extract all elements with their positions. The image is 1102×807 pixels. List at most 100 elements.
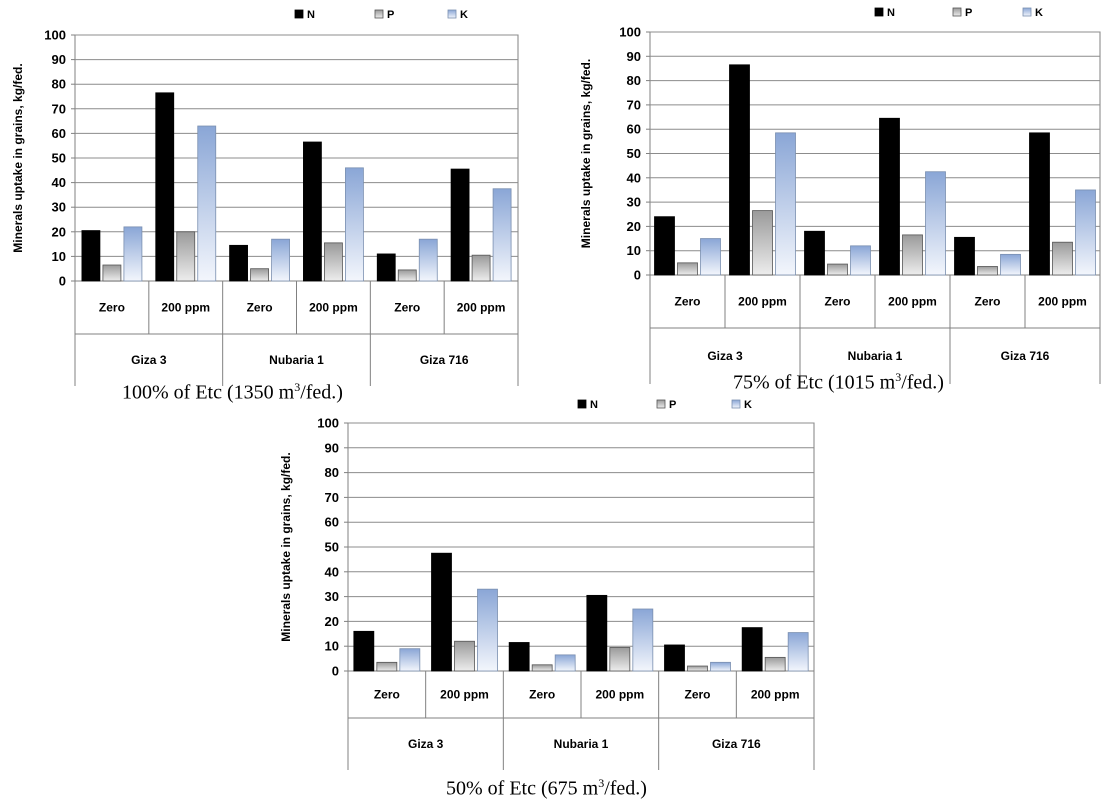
bar-p	[397, 269, 417, 282]
y-tick-label: 10	[52, 249, 66, 264]
bar-n	[664, 644, 685, 672]
bar-k	[554, 654, 576, 672]
caption-100-etc-suffix: /fed.)	[300, 381, 343, 404]
x-tick-label: Zero	[394, 301, 420, 315]
legend-label-p: P	[965, 7, 972, 19]
y-tick-label: 20	[627, 219, 641, 234]
bar-n	[586, 594, 608, 672]
x-tick-label: 200 ppm	[457, 301, 506, 315]
y-tick-label: 90	[52, 52, 66, 67]
y-tick-label: 40	[325, 564, 339, 579]
group-label: Nubaria 1	[269, 353, 324, 367]
bar-n	[229, 244, 248, 282]
bar-n	[376, 253, 396, 282]
x-tick-label: Zero	[824, 295, 850, 309]
group-label: Nubaria 1	[848, 349, 903, 363]
y-tick-label: 100	[317, 416, 339, 431]
caption-50-etc-suffix: /fed.)	[604, 777, 647, 800]
caption-75-etc: 75% of Etc (1015 m3/fed.)	[733, 370, 944, 395]
caption-50-etc-sup: 3	[598, 776, 605, 790]
group-label: Giza 3	[131, 353, 167, 367]
bar-k	[710, 661, 731, 672]
legend-swatch-k	[447, 9, 457, 19]
y-tick-label: 10	[325, 639, 339, 654]
y-tick-label: 80	[627, 73, 641, 88]
x-tick-label: Zero	[974, 295, 1000, 309]
bar-n	[81, 230, 101, 282]
group-label: Giza 3	[408, 737, 444, 751]
x-tick-label: 200 ppm	[751, 688, 800, 702]
y-tick-label: 60	[52, 126, 66, 141]
x-tick-label: Zero	[529, 688, 555, 702]
bar-p	[687, 665, 708, 672]
x-tick-label: Zero	[247, 301, 273, 315]
bar-k	[271, 238, 290, 282]
y-axis-label: Minerals uptake in grains, kg/fed.	[11, 63, 25, 252]
y-tick-label: 10	[627, 243, 641, 258]
y-axis-label: Minerals uptake in grains, kg/fed.	[279, 452, 293, 641]
legend-swatch-n	[294, 9, 304, 19]
bar-n	[155, 92, 175, 282]
legend-swatch-p	[656, 399, 666, 409]
bar-n	[303, 141, 322, 282]
bar-k	[925, 171, 946, 276]
y-tick-label: 80	[52, 77, 66, 92]
y-tick-label: 50	[52, 151, 66, 166]
bar-p	[1052, 241, 1073, 276]
x-tick-label: 200 ppm	[309, 301, 358, 315]
bar-n	[804, 230, 825, 276]
bar-p	[324, 242, 343, 282]
x-tick-label: Zero	[674, 295, 700, 309]
bar-p	[250, 268, 269, 282]
legend-label-n: N	[307, 9, 315, 21]
bar-p	[376, 661, 398, 672]
bar-p	[827, 263, 848, 276]
x-tick-label: Zero	[374, 688, 400, 702]
bar-k	[123, 226, 143, 282]
caption-75-etc-suffix: /fed.)	[901, 371, 944, 394]
chart-100-etc: 0 10 20 30 40 50 60 70 80 90 100 Minerals uptake in…	[0, 0, 540, 386]
caption-100-etc: 100% of Etc (1350 m3/fed.)	[122, 380, 343, 405]
bar-k	[700, 238, 721, 276]
group-label: Giza 716	[1001, 349, 1050, 363]
bar-n	[654, 216, 675, 276]
bar-p	[677, 262, 698, 276]
caption-75-etc-sup: 3	[895, 370, 902, 384]
x-tick-label: Zero	[99, 301, 125, 315]
caption-100-etc-prefix: 100% of Etc (1350 m	[122, 381, 295, 404]
legend-label-p: P	[387, 9, 394, 21]
bar-k	[850, 245, 871, 276]
bar-k	[492, 188, 512, 282]
chart-75-etc-svg: 0 10 20 30 40 50 60 70 80 90 100 Minerals uptake in…	[579, 7, 1101, 384]
y-tick-label: 30	[52, 200, 66, 215]
x-tick-label: 200 ppm	[738, 295, 787, 309]
bar-n	[431, 552, 452, 672]
legend-label-n: N	[887, 7, 895, 19]
legend-swatch-k	[731, 399, 741, 409]
chart-50-etc: 0 10 20 30 40 50 60 70 80 90 100 Minerals uptake in…	[270, 396, 830, 771]
y-tick-label: 90	[325, 440, 339, 455]
y-tick-label: 0	[59, 274, 66, 289]
bar-k	[418, 238, 438, 282]
y-tick-label: 60	[325, 515, 339, 530]
legend-label-k: K	[460, 9, 468, 21]
group-label: Giza 716	[420, 353, 469, 367]
y-tick-label: 100	[44, 28, 66, 43]
bar-k	[399, 648, 421, 672]
y-tick-label: 70	[52, 101, 66, 116]
legend-swatch-k	[1022, 7, 1032, 17]
bar-p	[977, 266, 998, 276]
bar-k	[1075, 189, 1096, 276]
y-tick-label: 0	[634, 268, 641, 283]
bar-k	[1000, 253, 1021, 276]
chart-100-etc-svg: 0 10 20 30 40 50 60 70 80 90 100 Minerals uptake in…	[11, 9, 519, 386]
legend-swatch-p	[374, 9, 384, 19]
y-tick-label: 100	[619, 25, 641, 40]
y-tick-label: 30	[627, 195, 641, 210]
x-tick-label: 200 ppm	[440, 688, 489, 702]
x-tick-label: 200 ppm	[1038, 295, 1087, 309]
group-label: Nubaria 1	[554, 737, 609, 751]
y-tick-label: 70	[325, 490, 339, 505]
group-label: Giza 3	[707, 349, 743, 363]
bar-p	[902, 234, 923, 276]
